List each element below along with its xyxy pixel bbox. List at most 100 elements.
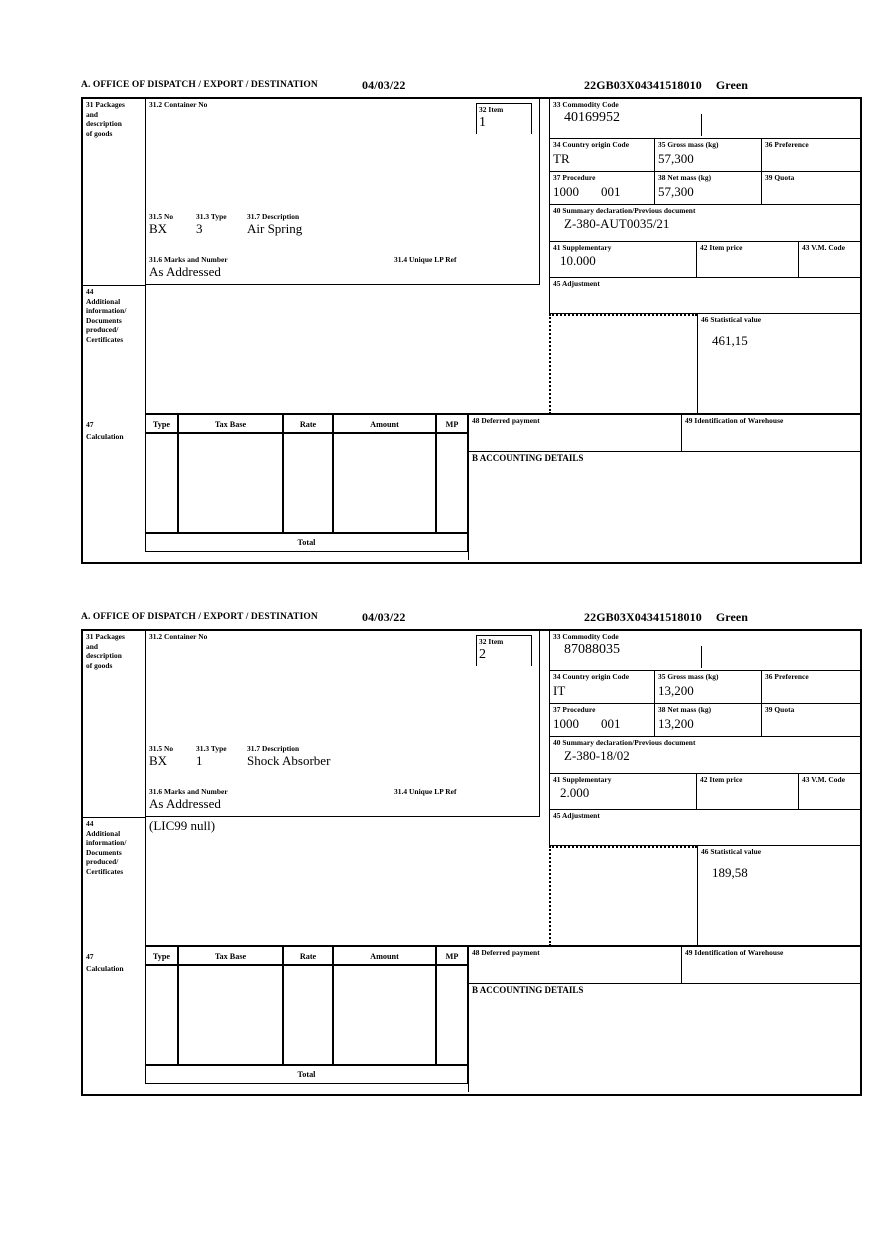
box-31-3-label: 31.3 Type [196,212,227,221]
box-31-5-label: 31.5 No [149,212,174,221]
calc-total-label: Total [297,1070,316,1079]
calc-header-amount: Amount [333,414,436,433]
box-40-previous-document: 40 Summary declaration/Previous document… [549,737,860,774]
box-44-label-l1: 44 [86,819,94,828]
box-43-vm-code: 43 V.M. Code [798,774,860,810]
box-31-2-container: 31.2 Container No 31.5 No 31.3 Type 31.7… [145,631,539,817]
box-31-label: 31 Packages and description of goods [83,631,145,817]
box-44-content: (LIC99 null) [145,817,549,946]
box-b-accounting-details: B ACCOUNTING DETAILS [468,452,860,560]
supplementary-value: 10.000 [560,252,596,268]
supplementary-value: 2.000 [560,784,590,800]
office-label: A. OFFICE OF DISPATCH / EXPORT / DESTINA… [81,80,318,90]
box-49-label: 49 Identification of Warehouse [685,416,784,425]
statistical-value-value: 189,58 [712,864,748,880]
box-46-blank-cell [549,846,697,946]
box-44-label-l2: Additional [86,828,121,838]
box-31-label: 31 Packages and description of goods [83,99,145,285]
box-37-label: 37 Procedure [553,705,596,714]
box-42-label: 42 Item price [700,775,743,784]
box-46-label: 46 Statistical value [701,315,762,324]
box-31-2-label: 31.2 Container No [149,100,208,109]
calc-header-amount: Amount [333,946,436,965]
calc-header-type: Type [145,414,178,433]
calc-cell-type [145,965,178,1065]
box-39-quota: 39 Quota [761,172,860,205]
declaration-date: 04/03/22 [362,610,406,624]
calc-cell-rate [283,433,333,533]
gross-mass-value: 13,200 [658,682,694,698]
box-34-label: 34 Country origin Code [553,140,630,149]
calc-cell-mp [436,433,468,533]
box-b-accounting-details: B ACCOUNTING DETAILS [468,984,860,1092]
box-39-quota: 39 Quota [761,704,860,737]
box-32-item: 32 Item 1 [476,103,532,134]
box-47-label-l1: 47 [86,420,94,429]
box-44-label-l6: Certificates [86,334,124,344]
warehouse-id-value [682,426,860,427]
divider-box32-right [539,99,540,285]
box-49-warehouse: 49 Identification of Warehouse [681,946,860,984]
box-31-label-l3: description [86,119,122,129]
item-price-value [697,785,798,786]
package-type-value: 3 [196,221,203,236]
goods-description-value: Air Spring [247,221,303,236]
accounting-details-label: B ACCOUNTING DETAILS [472,453,584,463]
box-48-label: 48 Deferred payment [472,416,540,425]
package-type-value: 1 [196,753,203,768]
box-46-statistical-value: 46 Statistical value 189,58 [697,846,860,946]
net-mass-value: 13,200 [658,715,694,731]
procedure-code-value: 1000 [553,715,579,731]
deferred-payment-value [469,958,681,959]
box-32-label: 32 Item [479,637,504,646]
adjustment-value [550,821,860,822]
box-32-item: 32 Item 2 [476,635,532,666]
box-40-label: 40 Summary declaration/Previous document [553,206,696,215]
calc-total-row: Total [145,1065,468,1084]
package-no-value: BX [149,753,168,768]
item-price-value [697,253,798,254]
box-42-label: 42 Item price [700,243,743,252]
form-body: 31 Packages and description of goods 31.… [81,97,862,564]
box-31-5-3-7-row: 31.5 No 31.3 Type 31.7 Description BX 3 … [146,212,540,248]
box-44-label-l3: information/ [86,838,127,848]
box-34-label: 34 Country origin Code [553,672,630,681]
item-number-value: 1 [479,114,486,130]
box-35-label: 35 Gross mass (kg) [658,140,719,149]
procedure-additional-value: 001 [601,183,621,199]
box-48-deferred-payment: 48 Deferred payment [468,946,681,984]
box-46-blank-cell [549,314,697,414]
warehouse-id-value [682,958,860,959]
box-39-label: 39 Quota [765,173,795,182]
box-31-5-3-7-row: 31.5 No 31.3 Type 31.7 Description BX 1 … [146,744,540,780]
box-43-vm-code: 43 V.M. Code [798,242,860,278]
box-36-preference: 36 Preference [761,139,860,172]
calc-cell-amount [333,433,436,533]
box-38-net-mass: 38 Net mass (kg) 13,200 [654,704,761,737]
box-45-adjustment: 45 Adjustment [549,810,860,846]
statistical-value-value: 461,15 [712,332,748,348]
box-31-label-l4: of goods [86,128,113,138]
office-label: A. OFFICE OF DISPATCH / EXPORT / DESTINA… [81,612,318,622]
box-45-adjustment: 45 Adjustment [549,278,860,314]
item-number-value: 2 [479,646,486,662]
box-44-label: 44 Additional information/ Documents pro… [83,817,145,946]
box-49-warehouse: 49 Identification of Warehouse [681,414,860,452]
box-45-label: 45 Adjustment [553,811,600,820]
box-47-label: 47 Calculation [83,950,145,974]
box-31-4-label: 31.4 Unique LP Ref [394,255,457,264]
box-32-label: 32 Item [479,105,504,114]
calc-header-mp: MP [436,946,468,965]
country-origin-value: TR [553,150,570,166]
box-40-previous-document: 40 Summary declaration/Previous document… [549,205,860,242]
calc-header-mp: MP [436,414,468,433]
box-47-label-l2: Calculation [86,431,124,441]
box-41-supplementary: 41 Supplementary 10.000 [549,242,696,278]
box-31-7-label: 31.7 Description [247,744,300,753]
box-44-label-l5: produced/ [86,325,119,335]
vm-code-value [799,253,860,254]
calc-cell-amount [333,965,436,1065]
box-49-label: 49 Identification of Warehouse [685,948,784,957]
lane-colour: Green [715,610,749,624]
